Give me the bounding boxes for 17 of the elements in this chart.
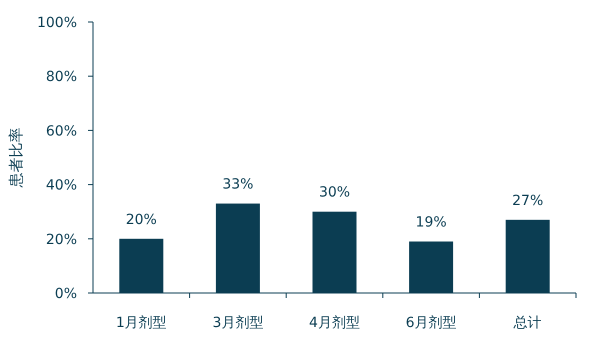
x-tick-label: 总计 [512,315,542,331]
y-tick-label: 0% [54,286,77,302]
x-tick-label: 3月剂型 [212,315,264,331]
y-tick-label: 100% [36,15,77,31]
x-tick-label: 4月剂型 [309,315,360,331]
x-tick-label: 6月剂型 [406,315,457,331]
y-tick-label: 20% [46,232,77,248]
y-tick-label: 80% [46,69,77,86]
data-label: 19% [416,214,447,231]
y-tick-label: 40% [46,178,77,194]
data-label: 20% [126,212,157,228]
data-label: 27% [512,192,544,209]
y-tick-label: 60% [46,123,77,140]
data-label: 30% [318,184,350,201]
y-axis-title: 患者比率 [7,128,25,188]
data-label: 33% [222,176,254,193]
x-tick-label: 1月剂型 [116,315,167,331]
